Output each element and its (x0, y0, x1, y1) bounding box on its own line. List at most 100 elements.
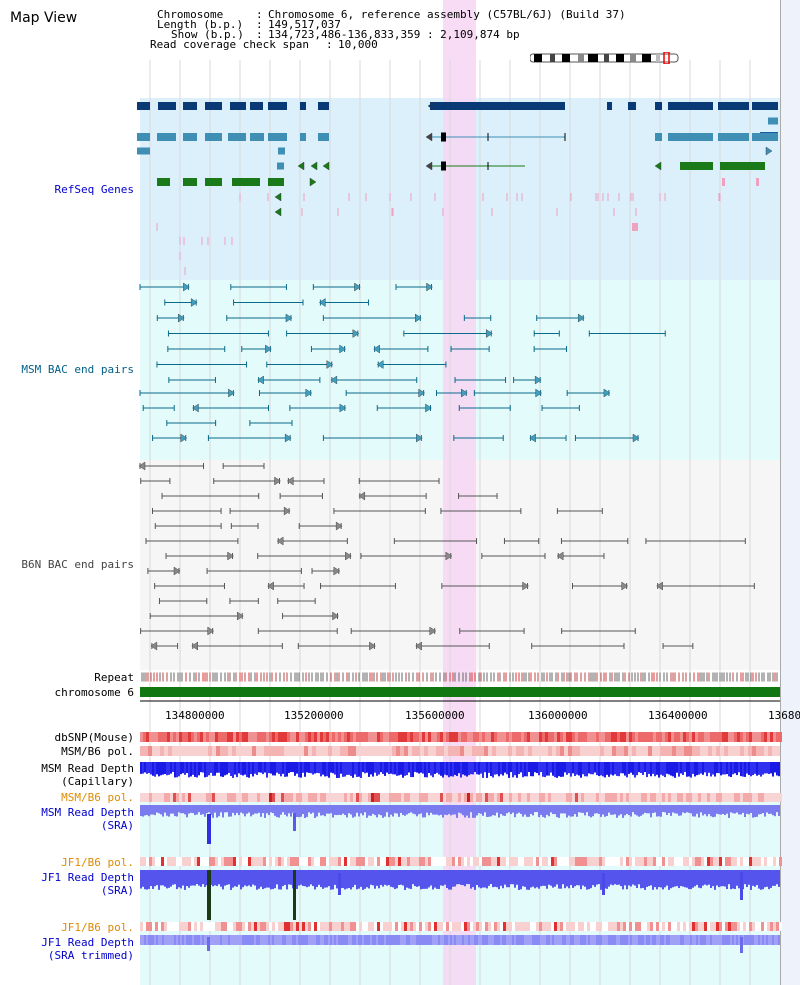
depth-bar (678, 762, 680, 777)
depth-bar (770, 935, 772, 945)
depth-bar (484, 762, 486, 773)
feature-arrow (274, 476, 281, 486)
depth-bar (390, 870, 392, 887)
depth-bar (508, 935, 510, 945)
heat-cell (683, 857, 686, 866)
depth-bar (554, 805, 556, 815)
track-label-repeat[interactable]: Repeat (94, 671, 134, 684)
depth-bar (400, 870, 402, 885)
depth-bar (450, 805, 452, 816)
depth-bar (308, 805, 310, 813)
track-label-msm-b6-pol-2[interactable]: MSM/B6 pol. (61, 791, 134, 804)
depth-bar (752, 870, 754, 886)
depth-bar (638, 762, 640, 773)
track-label-msm-b6-pol[interactable]: MSM/B6 pol. (61, 745, 134, 758)
track-label-msm-bac[interactable]: MSM BAC end pairs (21, 363, 134, 376)
track-label-refseq[interactable]: RefSeq Genes (54, 183, 134, 196)
depth-bar (676, 935, 678, 945)
feature-arrow (228, 388, 235, 398)
heat-cell (581, 732, 584, 742)
depth-bar (438, 762, 440, 775)
depth-bar (720, 805, 722, 815)
track-label-msm-depth-cap[interactable]: MSM Read Depth (41, 762, 134, 775)
depth-bar (626, 935, 628, 945)
heat-cell (293, 922, 296, 931)
heat-cell (242, 732, 245, 742)
depth-bar (468, 805, 470, 818)
depth-bar (776, 805, 778, 813)
heat-cell (708, 746, 712, 756)
heat-cell (683, 922, 686, 931)
depth-bar (716, 870, 718, 886)
track-label-msm-depth-sra[interactable]: MSM Read Depth (41, 806, 134, 819)
depth-bar (264, 805, 266, 818)
heat-cell (278, 732, 281, 742)
heat-cell (407, 922, 410, 931)
heat-cell (374, 732, 377, 742)
track-label-jf1-b6-pol-2[interactable]: JF1/B6 pol. (61, 921, 134, 934)
selected-region-highlight[interactable] (443, 0, 476, 985)
depth-bar (532, 935, 534, 945)
depth-bar (770, 762, 772, 774)
depth-bar (376, 805, 378, 818)
depth-bar (418, 805, 420, 815)
depth-bar (292, 935, 294, 945)
depth-bar (636, 870, 638, 888)
heat-cell (587, 732, 590, 742)
depth-bar (728, 762, 730, 777)
heat-cell (647, 732, 650, 742)
depth-bar (774, 870, 776, 886)
depth-bar (298, 870, 300, 886)
depth-bar (338, 805, 340, 815)
depth-bar (276, 762, 278, 773)
depth-bar (358, 762, 360, 777)
track-label-jf1-b6-pol[interactable]: JF1/B6 pol. (61, 856, 134, 869)
track-label-chromosome[interactable]: chromosome 6 (54, 686, 134, 699)
depth-bar (650, 805, 652, 818)
depth-bar (610, 870, 612, 885)
depth-bar (402, 935, 404, 945)
chromosome-ideogram[interactable] (530, 52, 682, 64)
heat-cell (572, 793, 575, 802)
heat-cell (776, 857, 779, 866)
depth-bar (464, 935, 466, 945)
depth-bar (570, 762, 572, 777)
heat-cell (428, 746, 432, 756)
depth-bar (508, 870, 510, 888)
depth-bar (484, 805, 486, 813)
heat-cell (239, 793, 242, 802)
heat-cell (520, 746, 524, 756)
length-value: 149,517,037 (268, 18, 341, 31)
track-label-b6n-bac[interactable]: B6N BAC end pairs (21, 558, 134, 571)
feature-block (607, 102, 612, 110)
depth-bar (762, 935, 764, 945)
depth-bar (452, 935, 454, 945)
depth-bar (746, 762, 748, 774)
heat-cell (596, 746, 600, 756)
heat-cell (494, 922, 497, 931)
depth-bar (454, 870, 456, 887)
depth-bar (288, 935, 290, 945)
depth-bar (398, 805, 400, 817)
depth-bar (538, 935, 540, 945)
heat-cell (233, 922, 236, 931)
depth-bar (730, 762, 732, 778)
depth-bar (502, 870, 504, 889)
depth-bar (316, 805, 318, 817)
depth-bar (270, 762, 272, 774)
depth-bar (482, 762, 484, 778)
depth-bar (216, 935, 218, 945)
heat-cell (683, 732, 686, 742)
heat-cell (290, 732, 293, 742)
depth-bar (662, 805, 664, 813)
track-label-dbsnp[interactable]: dbSNP(Mouse) (54, 731, 134, 744)
heat-cell (712, 746, 716, 756)
depth-bar (262, 935, 264, 945)
track-label-jf1-depth-trim[interactable]: JF1 Read Depth (41, 936, 134, 949)
depth-bar (364, 762, 366, 774)
feature-arrow (339, 344, 346, 354)
track-label-jf1-depth-sra[interactable]: JF1 Read Depth (41, 871, 134, 884)
heat-cell (227, 857, 230, 866)
depth-bar (472, 870, 474, 888)
depth-bar (658, 870, 660, 888)
